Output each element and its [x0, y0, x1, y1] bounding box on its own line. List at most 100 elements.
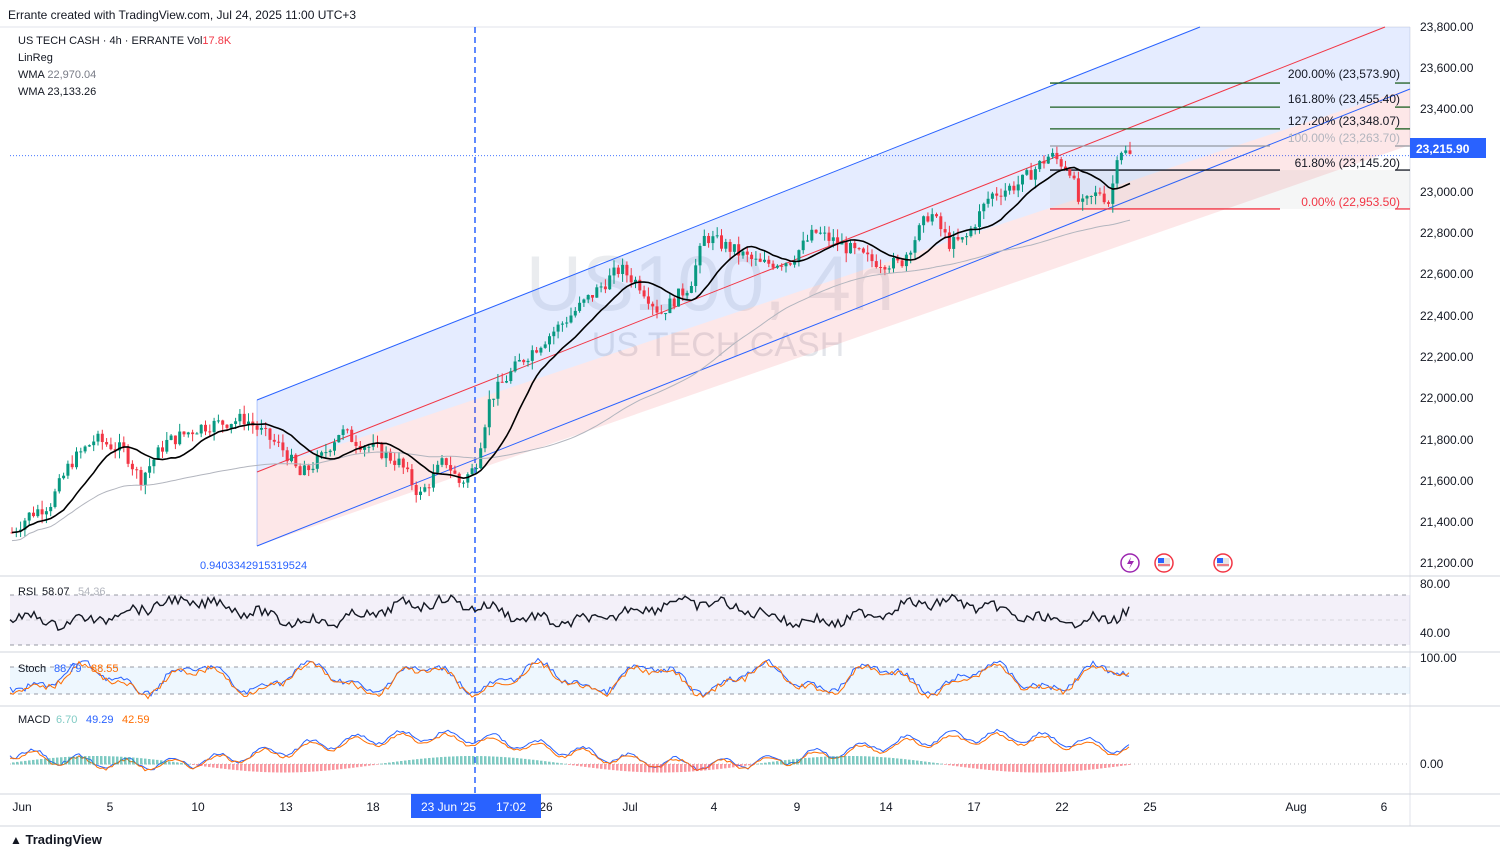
macd-histogram-bar: [44, 758, 47, 765]
candle-body: [191, 432, 195, 435]
macd-histogram-bar: [28, 760, 31, 765]
macd-histogram-bar: [204, 764, 207, 767]
tradingview-logo[interactable]: ▲ TradingView: [10, 832, 102, 847]
macd-histogram-bar: [568, 764, 571, 765]
macd-label[interactable]: MACD: [18, 714, 50, 726]
macd-histogram-bar: [1052, 764, 1055, 773]
candle-body: [526, 360, 530, 363]
macd-histogram-bar: [1096, 764, 1099, 769]
macd-histogram-bar: [832, 756, 835, 765]
macd-histogram-bar: [844, 756, 847, 765]
us-flag-icon[interactable]: [1213, 553, 1233, 573]
macd-histogram-bar: [788, 759, 791, 765]
macd-histogram-bar: [544, 761, 547, 765]
macd-histogram-bar: [712, 764, 715, 770]
macd-histogram-bar: [936, 763, 939, 765]
macd-histogram-bar: [36, 759, 39, 765]
candle-body: [161, 447, 164, 452]
candle-body: [96, 433, 100, 442]
macd-histogram-bar: [344, 764, 347, 769]
time-label: Jun: [12, 800, 31, 814]
macd-histogram-bar: [648, 764, 651, 773]
macd-histogram-bar: [124, 756, 127, 765]
macd-histogram-bar: [460, 756, 463, 765]
macd-histogram-bar: [752, 764, 755, 765]
candle-body: [1094, 192, 1098, 196]
candle-body: [874, 261, 878, 268]
candle-body: [148, 466, 152, 473]
candle-body: [178, 431, 182, 445]
macd-histogram-bar: [1084, 764, 1087, 771]
candle-body: [543, 344, 547, 348]
stoch-label[interactable]: Stoch: [18, 663, 46, 675]
macd-histogram-bar: [616, 764, 619, 771]
macd-histogram-bar: [276, 764, 279, 773]
price-tick: 22,600.00: [1420, 267, 1474, 281]
legend-symbol[interactable]: US TECH CASH · 4h · ERRANTE Vol17.8K: [18, 35, 231, 47]
channel-lower-line: [256, 88, 1411, 547]
macd-histogram-bar: [1024, 764, 1027, 773]
macd-histogram-bar: [336, 764, 339, 770]
rsi-label[interactable]: RSI: [18, 586, 36, 598]
candle-body: [810, 229, 814, 241]
legend-wma1[interactable]: WMA 22,970.04: [18, 69, 96, 81]
candle-body: [204, 424, 207, 432]
macd-histogram-bar: [508, 757, 511, 765]
candle-body: [483, 427, 487, 449]
candle-body: [393, 460, 397, 465]
event-icons[interactable]: [1120, 553, 1233, 573]
macd-histogram-bar: [388, 762, 391, 765]
macd-histogram-bar: [872, 756, 875, 765]
legend-wma2-label: WMA: [18, 86, 45, 98]
candle-body: [930, 214, 934, 222]
macd-histogram-bar: [384, 763, 387, 765]
macd-histogram-bar: [232, 764, 235, 770]
candle-body: [806, 240, 809, 242]
candle-body: [814, 229, 818, 233]
macd-histogram-bar: [220, 764, 223, 769]
macd-histogram-bar: [264, 764, 267, 773]
candle-body: [569, 315, 573, 323]
macd-histogram-bar: [1032, 764, 1035, 773]
candle-body: [608, 275, 612, 290]
macd-histogram-bar: [1068, 764, 1071, 772]
macd-histogram-bar: [248, 764, 251, 772]
legend-wma2[interactable]: WMA 23,133.26: [18, 86, 96, 98]
candle-body: [229, 423, 233, 428]
macd-histogram-bar: [596, 764, 599, 769]
macd-histogram-bar: [608, 764, 611, 770]
candle-body: [100, 433, 104, 443]
macd-histogram-bar: [560, 763, 563, 765]
candle-body: [887, 268, 891, 270]
us-flag-icon[interactable]: [1154, 553, 1174, 573]
macd-histogram-bar: [552, 762, 555, 765]
macd-histogram-bar: [896, 758, 899, 765]
macd-histogram-bar: [364, 764, 367, 767]
macd-histogram-bar: [948, 764, 951, 766]
macd-histogram-bar: [524, 758, 527, 765]
macd-histogram-bar: [1016, 764, 1019, 773]
macd-histogram-bar: [728, 764, 731, 768]
legend-linreg[interactable]: LinReg: [18, 52, 53, 64]
candle-body: [328, 450, 332, 453]
lightning-icon[interactable]: [1120, 553, 1140, 573]
macd-histogram-bar: [1108, 764, 1111, 768]
candle-body: [496, 381, 500, 399]
candle-body: [1003, 190, 1007, 197]
macd-histogram-bar: [392, 762, 395, 765]
macd-histogram-bar: [760, 763, 763, 765]
candle-body: [1119, 152, 1123, 161]
macd-histogram-bar: [516, 758, 519, 765]
macd-histogram-bar: [268, 764, 271, 773]
crosshair-time-date: 23 Jun '25: [421, 800, 476, 814]
candle-body: [625, 264, 629, 276]
candle-body: [793, 260, 797, 265]
macd-histogram-bar: [48, 758, 51, 765]
candle-body: [522, 360, 526, 363]
macd-histogram-bar: [976, 764, 979, 769]
candle-body: [380, 443, 384, 459]
candle-body: [1107, 202, 1110, 204]
candle-body: [823, 232, 827, 234]
macd-histogram-bar: [72, 756, 75, 765]
